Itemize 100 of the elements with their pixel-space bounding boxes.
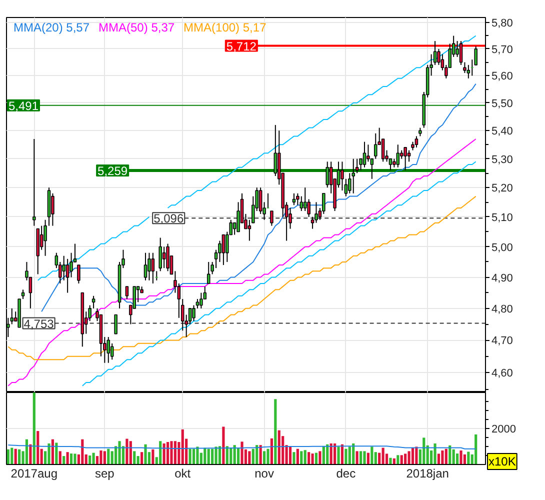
bar (240, 442, 244, 464)
bar (207, 448, 210, 464)
bar (36, 431, 40, 464)
line-series (82, 161, 476, 386)
bar (62, 456, 66, 464)
bar (48, 443, 50, 464)
candlestick (300, 196, 304, 212)
bar (463, 454, 466, 464)
bar (311, 454, 314, 464)
candlestick (396, 144, 400, 168)
ref-line-label: 5,712 (226, 39, 257, 54)
bar (66, 452, 69, 464)
y-tick-label: 2000 (492, 424, 516, 436)
candlestick (404, 146, 407, 171)
candlestick (158, 237, 162, 272)
y-tick-label: 4,90 (492, 272, 513, 284)
bar (304, 450, 306, 464)
bar (408, 451, 410, 464)
x-tick-label: dec (336, 466, 356, 480)
candlestick (222, 234, 226, 266)
candlestick (340, 161, 344, 191)
candlestick (459, 40, 463, 66)
candlestick (206, 261, 210, 284)
candlestick (166, 243, 170, 272)
bar (456, 454, 459, 464)
bar (262, 451, 266, 464)
text: MMA(20) 5,57 (14, 20, 90, 34)
bar (452, 449, 455, 464)
x-tick-label: okt (174, 466, 192, 480)
bar (366, 452, 370, 464)
candlestick (366, 144, 370, 162)
candlestick (270, 210, 274, 226)
bar (74, 454, 76, 464)
ref-line-label: 5,096 (154, 212, 184, 226)
bar (144, 444, 147, 464)
y-axis-title: x10K (488, 454, 516, 468)
candlestick (200, 292, 203, 309)
bar (181, 429, 184, 464)
candlestick (77, 264, 80, 284)
candlestick (162, 246, 166, 269)
y-tick-label: 5,50 (492, 98, 513, 110)
bar (252, 448, 254, 464)
bar (278, 430, 280, 464)
candlestick (151, 252, 155, 284)
bar (51, 439, 54, 464)
y-tick-label: 5,00 (492, 242, 513, 254)
line-series (8, 196, 476, 360)
bar (140, 452, 144, 464)
y-tick-label: 4,70 (492, 335, 513, 348)
bar (214, 446, 218, 464)
bar (422, 438, 426, 464)
candlestick (326, 161, 330, 188)
bar (222, 426, 225, 464)
bar (248, 451, 251, 464)
bar (100, 450, 102, 464)
bar (107, 448, 110, 464)
candlestick (258, 187, 262, 214)
bar (382, 448, 384, 464)
bar (88, 456, 92, 464)
bar (10, 448, 14, 464)
candlestick (196, 298, 200, 309)
candlestick (125, 286, 129, 300)
bar (133, 451, 136, 464)
candlestick (274, 124, 278, 176)
bar (356, 451, 358, 464)
bar (58, 451, 62, 464)
candlestick (192, 304, 196, 322)
bar (415, 446, 418, 464)
bar (288, 446, 292, 464)
bar (159, 441, 162, 464)
y-tick-label: 5,60 (492, 70, 513, 83)
bar (300, 451, 303, 464)
y-tick-label: 5,80 (492, 18, 513, 30)
bar (396, 455, 400, 464)
bar (166, 442, 170, 464)
candlestick (292, 192, 296, 206)
bar (318, 451, 322, 464)
ref-line-label: 4,753 (24, 316, 54, 331)
bar (211, 448, 214, 464)
bar (363, 451, 366, 464)
bar (441, 450, 444, 464)
bar (270, 438, 274, 464)
bar (92, 452, 95, 464)
bar (460, 450, 462, 464)
candlestick (236, 202, 240, 232)
y-tick-label: 5,20 (492, 182, 513, 195)
candlestick (66, 258, 70, 294)
bar (152, 449, 154, 464)
x-tick-label: sep (95, 466, 115, 480)
candlestick (352, 158, 355, 194)
bar (70, 454, 73, 464)
bar (55, 442, 58, 464)
bar (474, 434, 478, 464)
bar (14, 448, 17, 464)
x-tick-label: 2018jan (406, 466, 449, 480)
bar (359, 451, 362, 464)
bar (370, 446, 374, 464)
bar (118, 441, 121, 464)
line-series (41, 83, 476, 312)
ref-line-label: 5,259 (98, 164, 128, 178)
